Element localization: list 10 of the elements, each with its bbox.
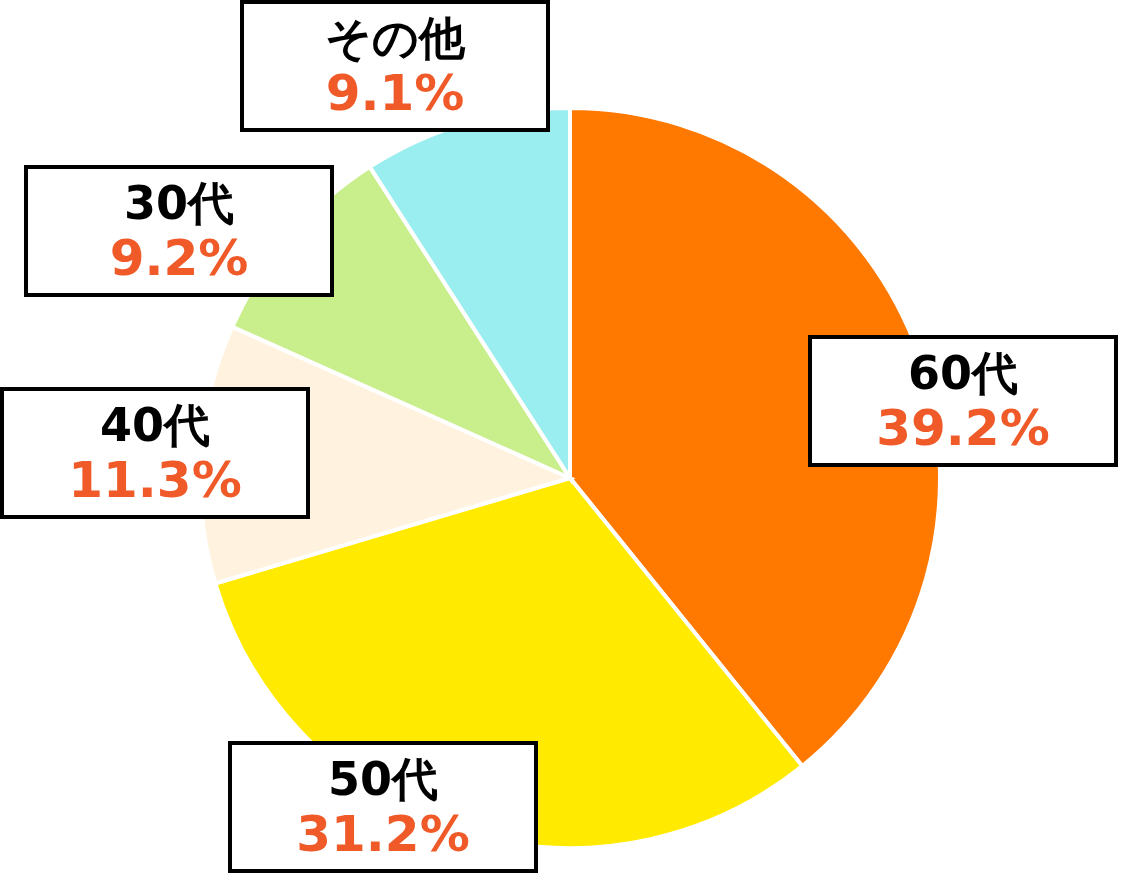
data-label: 39.2%: [876, 399, 1050, 457]
data-label: 31.2%: [296, 805, 470, 863]
slice-label: その他: [325, 11, 466, 65]
slice-label: 50代: [327, 752, 439, 806]
slice-label: 30代: [123, 176, 235, 230]
data-label: 9.1%: [325, 64, 465, 122]
slice-label: 60代: [907, 346, 1019, 400]
slice-label: 40代: [99, 398, 211, 452]
data-label: 11.3%: [68, 451, 242, 509]
data-label: 9.2%: [109, 229, 249, 287]
